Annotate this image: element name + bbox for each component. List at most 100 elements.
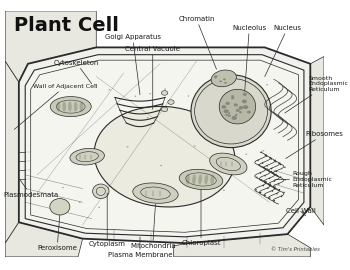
Ellipse shape (62, 102, 66, 112)
Ellipse shape (266, 84, 268, 85)
Ellipse shape (225, 155, 226, 157)
Ellipse shape (284, 192, 285, 193)
Ellipse shape (234, 103, 238, 106)
Ellipse shape (284, 167, 286, 168)
Ellipse shape (239, 111, 242, 113)
Ellipse shape (224, 109, 229, 113)
Ellipse shape (256, 189, 257, 190)
Ellipse shape (243, 105, 248, 109)
Ellipse shape (149, 93, 151, 94)
Ellipse shape (134, 96, 136, 97)
Ellipse shape (179, 169, 223, 190)
Ellipse shape (261, 179, 262, 181)
Ellipse shape (98, 207, 100, 208)
Text: Peroxisome: Peroxisome (37, 215, 77, 251)
Text: Rough
Endoplasmic
Reticulum: Rough Endoplasmic Reticulum (275, 171, 332, 188)
Ellipse shape (243, 93, 247, 96)
Polygon shape (5, 61, 19, 243)
Ellipse shape (62, 187, 64, 188)
Ellipse shape (265, 195, 266, 196)
Ellipse shape (272, 172, 273, 174)
Ellipse shape (50, 97, 91, 117)
Ellipse shape (210, 153, 247, 175)
Ellipse shape (223, 79, 226, 80)
Ellipse shape (93, 184, 109, 199)
Text: Plasmodesmata: Plasmodesmata (3, 180, 58, 198)
Ellipse shape (260, 172, 261, 174)
Text: Cell Wall: Cell Wall (286, 208, 316, 216)
Polygon shape (5, 11, 96, 82)
Ellipse shape (68, 102, 72, 112)
Ellipse shape (279, 162, 280, 164)
Ellipse shape (147, 117, 149, 118)
Ellipse shape (228, 114, 231, 117)
Ellipse shape (265, 154, 267, 156)
Ellipse shape (198, 174, 202, 184)
Ellipse shape (211, 70, 236, 87)
Ellipse shape (261, 151, 262, 153)
Ellipse shape (127, 146, 128, 147)
Ellipse shape (164, 89, 166, 90)
Ellipse shape (107, 187, 109, 188)
Ellipse shape (229, 112, 231, 113)
Ellipse shape (161, 107, 168, 112)
Ellipse shape (214, 77, 217, 79)
Ellipse shape (247, 111, 251, 113)
Ellipse shape (214, 76, 217, 78)
Ellipse shape (188, 95, 189, 97)
Ellipse shape (279, 189, 280, 190)
Ellipse shape (243, 106, 246, 107)
Ellipse shape (272, 190, 273, 192)
Ellipse shape (50, 199, 70, 215)
Ellipse shape (267, 170, 269, 171)
Ellipse shape (222, 105, 226, 109)
Ellipse shape (257, 160, 259, 161)
Ellipse shape (270, 157, 271, 158)
Ellipse shape (194, 145, 196, 147)
Text: Cytoskeleton: Cytoskeleton (54, 60, 99, 84)
Polygon shape (174, 234, 310, 257)
Polygon shape (310, 56, 324, 225)
Ellipse shape (258, 164, 260, 165)
Ellipse shape (186, 174, 190, 184)
Ellipse shape (133, 183, 178, 203)
Ellipse shape (216, 178, 218, 180)
Ellipse shape (231, 97, 234, 99)
Ellipse shape (275, 174, 277, 175)
Ellipse shape (275, 161, 276, 163)
Ellipse shape (94, 106, 235, 207)
Text: Central Vacuole: Central Vacuole (125, 46, 180, 109)
Ellipse shape (273, 181, 275, 182)
Text: © Tim's Printables: © Tim's Printables (271, 247, 320, 252)
Ellipse shape (236, 109, 240, 112)
Text: Cytoplasm: Cytoplasm (89, 193, 126, 247)
Ellipse shape (262, 185, 264, 186)
Ellipse shape (263, 167, 264, 168)
Ellipse shape (229, 87, 231, 89)
Ellipse shape (274, 187, 276, 189)
Ellipse shape (224, 82, 227, 84)
Ellipse shape (266, 168, 268, 170)
Ellipse shape (264, 175, 266, 177)
Ellipse shape (260, 192, 261, 193)
Ellipse shape (235, 114, 238, 116)
Ellipse shape (225, 114, 228, 116)
Ellipse shape (160, 165, 162, 166)
Text: Mitochondria: Mitochondria (130, 204, 176, 249)
Ellipse shape (271, 171, 272, 172)
Ellipse shape (269, 178, 270, 179)
Ellipse shape (280, 176, 281, 178)
Text: Golgi Apparatus: Golgi Apparatus (105, 34, 161, 95)
Ellipse shape (210, 174, 214, 184)
Text: Nucleus: Nucleus (265, 25, 302, 77)
Ellipse shape (204, 174, 208, 184)
Text: Nucleolus: Nucleolus (232, 25, 266, 91)
Ellipse shape (274, 160, 276, 161)
Text: Chromatin: Chromatin (178, 16, 217, 69)
Ellipse shape (266, 165, 268, 167)
Ellipse shape (238, 106, 243, 110)
Ellipse shape (192, 174, 196, 184)
Ellipse shape (265, 181, 267, 182)
Text: Ribosomes: Ribosomes (286, 131, 344, 158)
Ellipse shape (285, 179, 286, 180)
